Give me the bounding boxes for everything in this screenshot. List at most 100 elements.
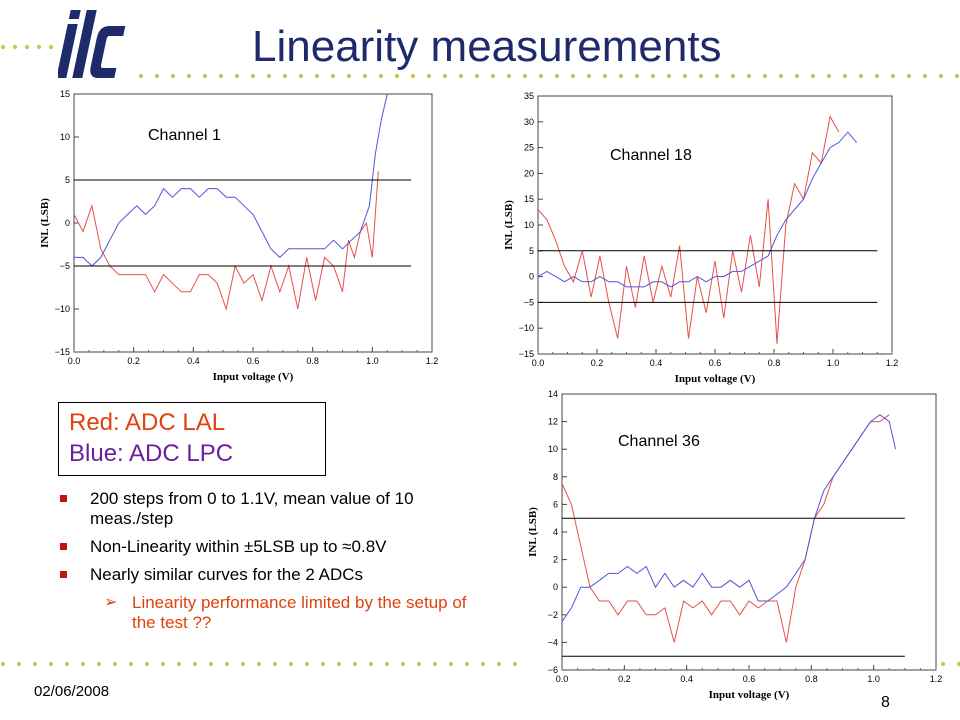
decor-dot [128, 661, 134, 667]
y-tick-label: 0 [65, 218, 70, 228]
y-tick-label: 25 [524, 143, 534, 153]
decor-dot [730, 73, 736, 79]
decor-dot [304, 661, 310, 667]
y-tick-label: 30 [524, 117, 534, 127]
y-tick-label: 6 [553, 499, 558, 509]
decor-dot [794, 73, 800, 79]
decor-dot [138, 73, 144, 79]
decor-dot [64, 661, 70, 667]
blue-series-line [537, 131, 857, 288]
decor-dot [336, 661, 342, 667]
decor-dot [48, 661, 54, 667]
decor-dot [400, 661, 406, 667]
y-tick-label: 15 [524, 194, 534, 204]
decor-dot [496, 661, 502, 667]
dot-row-top-right [138, 73, 960, 79]
slide-title: Linearity measurements [252, 22, 722, 71]
decor-dot [330, 73, 336, 79]
decor-dot [144, 661, 150, 667]
x-tick-label: 1.0 [867, 674, 880, 684]
y-axis-label: INL (LSB) [527, 507, 539, 557]
x-axis-label: Input voltage (V) [675, 373, 756, 385]
bullet-item: Nearly similar curves for the 2 ADCs [56, 565, 486, 585]
x-tick-label: 1.2 [886, 358, 899, 368]
legend-red-label: Red: ADC LAL [69, 409, 226, 436]
sub-bullet-item: ➢ Linearity performance limited by the se… [56, 593, 486, 633]
bullet-text: 200 steps from 0 to 1.1V, mean value of … [90, 489, 414, 528]
decor-dot [192, 661, 198, 667]
x-tick-label: 0.4 [680, 674, 693, 684]
bullet-square-icon [60, 571, 67, 578]
decor-dot [954, 73, 960, 79]
x-axis-label: Input voltage (V) [213, 371, 294, 383]
decor-dot [352, 661, 358, 667]
y-axis-label: INL (LSB) [39, 198, 51, 248]
y-tick-label: −10 [55, 304, 70, 314]
decor-dot [506, 73, 512, 79]
decor-dot [218, 73, 224, 79]
blue-series-line [74, 93, 388, 267]
y-tick-label: −5 [60, 261, 70, 271]
x-tick-label: 1.2 [930, 674, 943, 684]
decor-dot [32, 661, 38, 667]
x-tick-label: 0.2 [127, 356, 140, 366]
bullet-list: 200 steps from 0 to 1.1V, mean value of … [56, 489, 486, 633]
decor-dot [272, 661, 278, 667]
decor-dot [826, 73, 832, 79]
y-tick-label: 0 [529, 272, 534, 282]
decor-dot [906, 73, 912, 79]
decor-dot [80, 661, 86, 667]
bullet-square-icon [60, 543, 67, 550]
decor-dot [474, 73, 480, 79]
decor-dot [512, 661, 518, 667]
x-tick-label: 1.0 [827, 358, 840, 368]
decor-dot [176, 661, 182, 667]
chart-channel-36: −6 −4 −2 0 2 4 6 8 10 12 14 0.0 0.2 0.4 0.6 0.8 1.0 1.2 In… [518, 388, 950, 706]
x-tick-label: 0.6 [247, 356, 260, 366]
decor-dot [384, 661, 390, 667]
decor-dot [618, 73, 624, 79]
decor-dot [940, 661, 946, 667]
decor-dot [282, 73, 288, 79]
decor-dot [240, 661, 246, 667]
y-tick-label: 10 [60, 132, 70, 142]
decor-dot [778, 73, 784, 79]
sub-bullet-text: Linearity performance limited by the set… [132, 593, 467, 632]
y-tick-label: 12 [548, 417, 558, 427]
decor-dot [464, 661, 470, 667]
decor-dot [480, 661, 486, 667]
x-tick-label: 0.8 [306, 356, 319, 366]
decor-dot [320, 661, 326, 667]
decor-dot [682, 73, 688, 79]
decor-dot [314, 73, 320, 79]
y-tick-label: 10 [524, 220, 534, 230]
decor-dot [666, 73, 672, 79]
page-number: 8 [881, 694, 890, 711]
dot-row-bottom [0, 661, 518, 667]
decor-dot [858, 73, 864, 79]
bullet-item: 200 steps from 0 to 1.1V, mean value of … [56, 489, 486, 529]
decor-dot [362, 73, 368, 79]
y-tick-label: −15 [55, 347, 70, 357]
slide-date: 02/06/2008 [34, 683, 110, 700]
decor-dot [186, 73, 192, 79]
x-tick-label: 0.4 [650, 358, 663, 368]
legend-box: Red: ADC LAL Blue: ADC LPC [58, 402, 326, 476]
decor-dot [938, 73, 944, 79]
y-tick-label: 35 [524, 91, 534, 101]
bullet-text: Nearly similar curves for the 2 ADCs [90, 565, 364, 584]
decor-dot [12, 44, 18, 50]
x-tick-label: 0.6 [743, 674, 756, 684]
decor-dot [96, 661, 102, 667]
chart-channel-1-svg: −15 −10 −5 0 5 10 15 0.0 0.2 0.4 0.6 0.8 1.0 1.2 Input… [39, 89, 438, 383]
y-tick-label: 10 [548, 444, 558, 454]
bullet-text: Non-Linearity within ±5LSB up to ≈0.8V [90, 537, 387, 556]
y-tick-label: 2 [553, 555, 558, 565]
decor-dot [394, 73, 400, 79]
y-axis-label: INL (LSB) [503, 200, 515, 250]
decor-dot [234, 73, 240, 79]
decor-dot [266, 73, 272, 79]
plot-frame [537, 95, 893, 355]
decor-dot [890, 73, 896, 79]
chart-channel-18-svg: −15 −10 −5 0 5 10 15 20 25 30 35 0.0 0.2 0.4 0.6 0.8 1.0… [503, 91, 899, 385]
